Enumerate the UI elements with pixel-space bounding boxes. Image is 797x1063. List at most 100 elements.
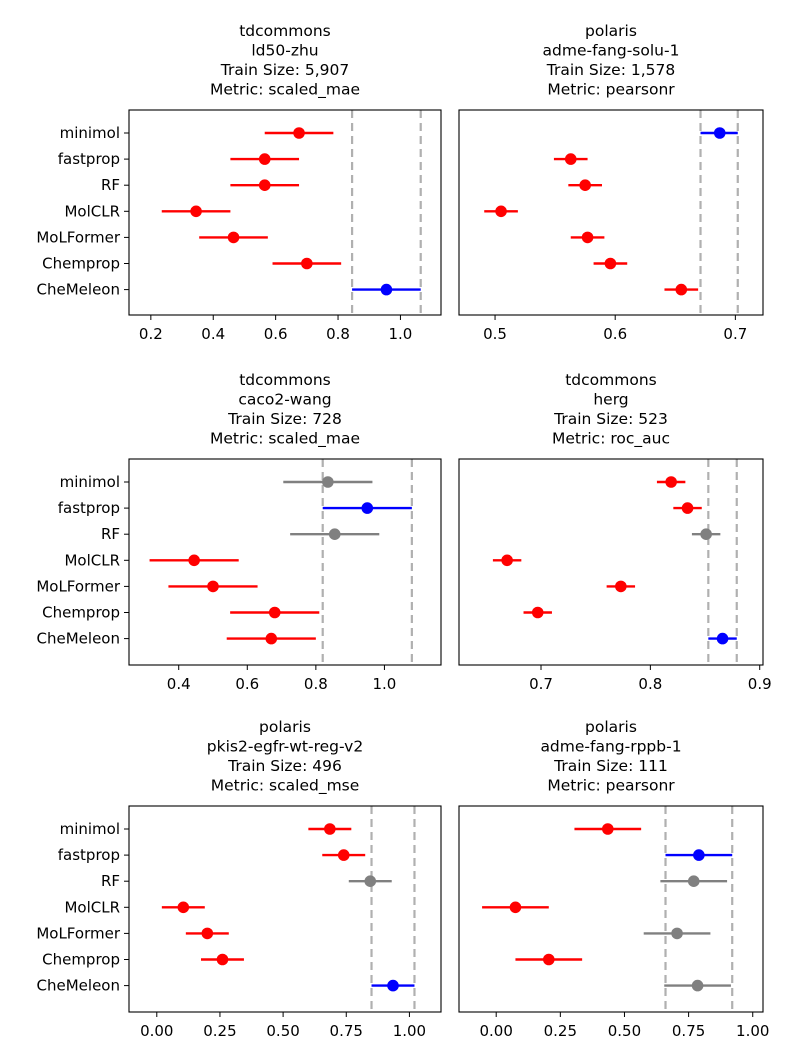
- point-MoLFormer: [581, 231, 594, 244]
- point-MolCLR: [495, 205, 507, 218]
- category-label: Chemprop: [42, 255, 120, 273]
- point-fastprop: [361, 502, 374, 514]
- panel-title-line: tdcommons: [239, 371, 331, 389]
- point-Chemprop: [216, 953, 229, 966]
- point-RF: [364, 875, 377, 887]
- point-MolCLR: [177, 901, 190, 914]
- point-CheMeleon: [380, 283, 393, 296]
- panel-title-line: caco2-wang: [238, 391, 331, 409]
- x-tick-label: 0.75: [330, 1022, 363, 1040]
- point-MoLFormer: [207, 580, 219, 593]
- point-CheMeleon: [716, 632, 729, 645]
- category-label: CheMeleon: [37, 281, 120, 299]
- axes-frame: [128, 805, 442, 1013]
- point-minimol: [601, 823, 614, 835]
- x-tick-label: 0.00: [479, 1022, 512, 1040]
- category-label: Chemprop: [42, 951, 120, 969]
- category-label: RF: [101, 525, 120, 543]
- panel-title-line: Metric: pearsonr: [547, 777, 675, 795]
- point-CheMeleon: [675, 283, 688, 296]
- point-Chemprop: [604, 257, 617, 270]
- panel-title-line: polaris: [259, 718, 311, 736]
- x-tick-label: 0.25: [544, 1022, 577, 1040]
- category-label: MoLFormer: [36, 924, 120, 942]
- panel-title-line: Train Size: 728: [227, 410, 342, 428]
- category-label: CheMeleon: [37, 630, 120, 648]
- panel-title-line: Metric: scaled_mae: [210, 81, 360, 100]
- category-label: fastprop: [58, 846, 120, 864]
- x-tick-label: 0.8: [304, 675, 328, 693]
- category-label: MoLFormer: [36, 228, 120, 246]
- category-label: minimol: [60, 124, 120, 142]
- axes-frame: [458, 458, 764, 666]
- x-tick-label: 1.00: [393, 1022, 426, 1040]
- point-MolCLR: [509, 901, 522, 914]
- panel-title-line: herg: [593, 391, 628, 409]
- panel-title-line: tdcommons: [239, 22, 331, 40]
- category-label: CheMeleon: [37, 977, 120, 995]
- panel-title-line: Metric: roc_auc: [552, 430, 670, 449]
- axes-frame: [458, 805, 764, 1013]
- point-minimol: [322, 476, 334, 488]
- point-minimol: [324, 823, 336, 835]
- panel-title-line: adme-fang-rppb-1: [540, 738, 681, 756]
- x-tick-label: 0.00: [140, 1022, 173, 1040]
- point-fastprop: [258, 153, 271, 165]
- point-MolCLR: [190, 205, 202, 218]
- x-tick-label: 0.50: [608, 1022, 641, 1040]
- x-tick-label: 0.7: [723, 325, 747, 343]
- point-MoLFormer: [201, 927, 214, 940]
- category-label: RF: [101, 872, 120, 890]
- panel-title-line: ld50-zhu: [251, 42, 318, 60]
- panel-title-line: Train Size: 496: [227, 757, 342, 775]
- point-minimol: [665, 476, 677, 488]
- x-tick-label: 0.4: [201, 325, 225, 343]
- x-tick-label: 0.8: [326, 325, 350, 343]
- point-MoLFormer: [615, 580, 627, 593]
- panel-title-line: polaris: [585, 718, 637, 736]
- category-label: fastprop: [58, 499, 120, 517]
- point-minimol: [293, 127, 305, 139]
- panel-title-line: Train Size: 111: [553, 757, 668, 775]
- point-RF: [687, 875, 700, 887]
- point-fastprop: [681, 502, 694, 514]
- x-tick-label: 0.8: [638, 675, 662, 693]
- point-MoLFormer: [671, 927, 683, 940]
- panel-title-line: polaris: [585, 22, 637, 40]
- point-RF: [258, 179, 271, 191]
- panel-title-line: Train Size: 523: [553, 410, 668, 428]
- x-tick-label: 0.2: [139, 325, 163, 343]
- point-Chemprop: [531, 606, 544, 619]
- point-MoLFormer: [227, 231, 240, 244]
- category-label: Chemprop: [42, 604, 120, 622]
- axes-frame: [128, 458, 442, 666]
- x-tick-label: 1.0: [389, 325, 413, 343]
- point-MolCLR: [188, 554, 200, 567]
- x-tick-label: 0.4: [167, 675, 191, 693]
- point-RF: [579, 179, 591, 191]
- x-tick-label: 0.25: [203, 1022, 236, 1040]
- category-label: MoLFormer: [36, 577, 120, 595]
- category-label: MolCLR: [64, 202, 120, 220]
- point-minimol: [713, 127, 726, 139]
- point-fastprop: [337, 849, 350, 861]
- panel-title-line: pkis2-egfr-wt-reg-v2: [207, 738, 363, 756]
- axes-frame: [128, 109, 442, 316]
- point-CheMeleon: [265, 632, 278, 645]
- panel-title-line: Train Size: 1,578: [546, 61, 675, 79]
- x-tick-label: 0.7: [529, 675, 553, 693]
- category-label: MolCLR: [64, 898, 120, 916]
- x-tick-label: 0.6: [603, 325, 627, 343]
- panel-title-line: adme-fang-solu-1: [543, 42, 680, 60]
- point-MolCLR: [501, 554, 513, 567]
- x-tick-label: 0.5: [483, 325, 507, 343]
- point-CheMeleon: [387, 979, 399, 992]
- panel-title-line: Metric: pearsonr: [547, 81, 675, 99]
